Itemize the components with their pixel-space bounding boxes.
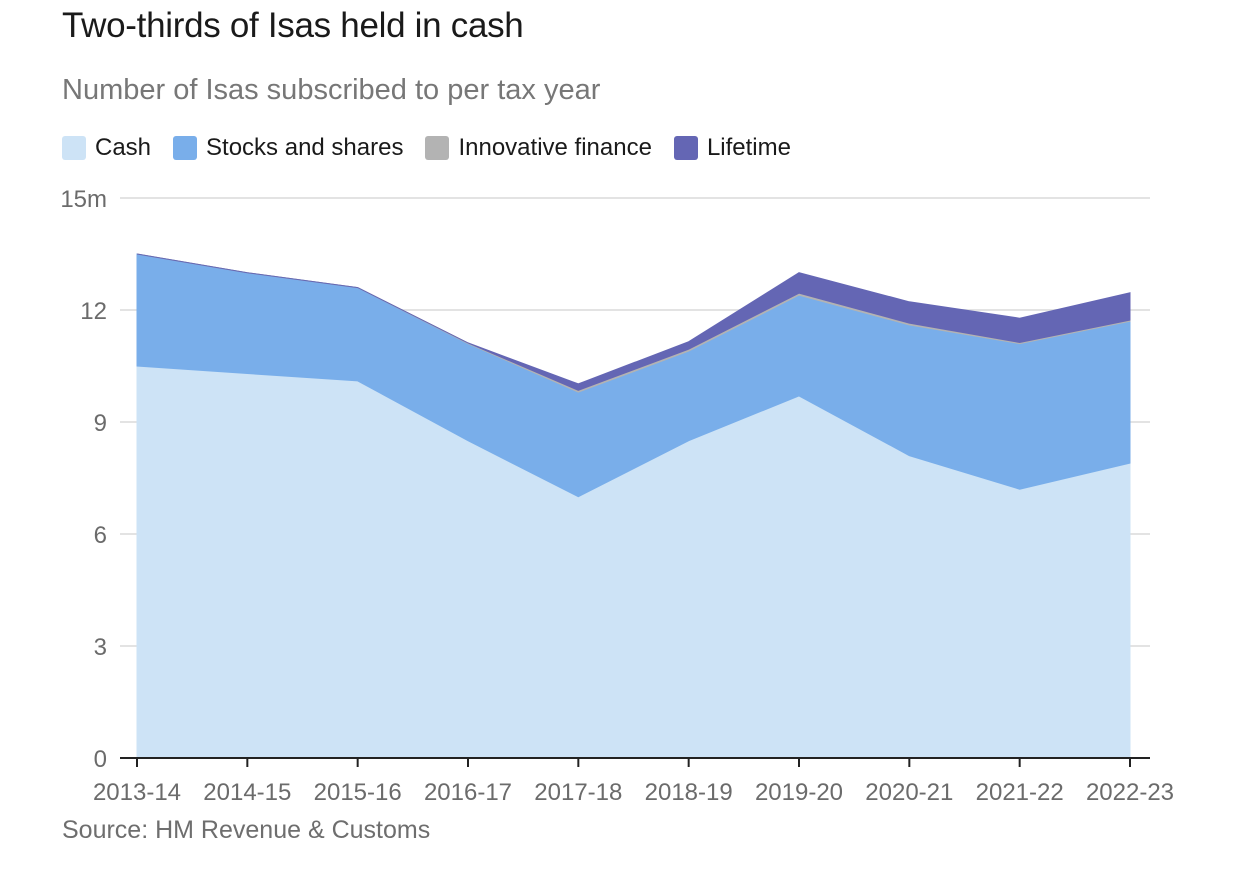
x-tick-label: 2017-18	[534, 779, 622, 806]
legend-label-innovative-finance: Innovative finance	[458, 134, 652, 161]
y-tick-label: 3	[94, 634, 107, 661]
x-tick-label: 2018-19	[645, 779, 733, 806]
y-tick-label: 15m	[60, 186, 107, 213]
chart-subtitle: Number of Isas subscribed to per tax yea…	[62, 74, 601, 106]
legend-item-innovative-finance: Innovative finance	[425, 134, 652, 162]
legend-label-stocks-and-shares: Stocks and shares	[206, 134, 404, 161]
source-note: Source: HM Revenue & Customs	[62, 816, 431, 844]
x-tick-label: 2020-21	[865, 779, 953, 806]
y-tick-label: 6	[94, 522, 107, 549]
chart-title: Two-thirds of Isas held in cash	[62, 6, 524, 45]
legend-swatch-stocks-and-shares	[173, 136, 198, 160]
y-tick-label: 12	[80, 298, 107, 325]
legend-swatch-lifetime	[673, 136, 698, 160]
legend-swatch-cash	[62, 136, 86, 160]
stacked-areas	[136, 253, 1131, 759]
y-axis: 0 3 6 9 12 15m	[60, 186, 107, 773]
legend: Cash Stocks and shares Innovative financ…	[62, 134, 813, 162]
x-tick-label: 2021-22	[976, 779, 1064, 806]
x-tick-label: 2019-20	[755, 779, 843, 806]
legend-item-cash: Cash	[62, 134, 151, 162]
legend-item-stocks-and-shares: Stocks and shares	[173, 134, 403, 162]
y-tick-label: 0	[94, 746, 107, 773]
x-tick-label: 2015-16	[314, 779, 402, 806]
x-tick-label: 2014-15	[203, 779, 291, 806]
x-tick-label: 2013-14	[93, 779, 181, 806]
legend-label-cash: Cash	[95, 134, 152, 161]
area-lifetime	[136, 253, 1131, 391]
x-tick-label: 2022-23	[1086, 779, 1174, 806]
legend-item-lifetime: Lifetime	[673, 134, 791, 162]
x-axis: 2013-14 2014-15 2015-16 2016-17 2017-18 2018-…	[93, 757, 1174, 806]
legend-label-lifetime: Lifetime	[706, 134, 791, 161]
legend-swatch-innovative-finance	[425, 136, 450, 160]
y-tick-label: 9	[94, 410, 107, 437]
x-tick-label: 2016-17	[424, 779, 512, 806]
